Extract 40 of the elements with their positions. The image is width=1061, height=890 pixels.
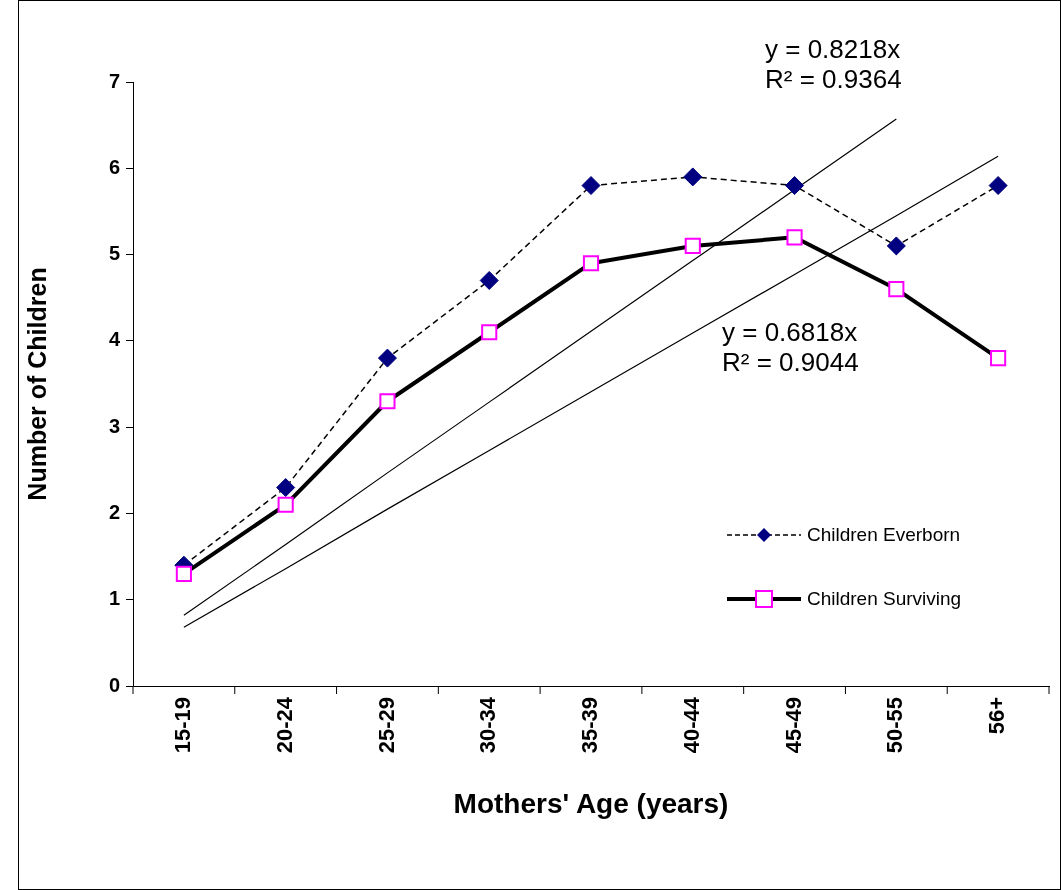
point [479, 270, 499, 290]
x-tick-label: 15-19 [169, 697, 195, 754]
y-tick-label: 4 [108, 328, 121, 351]
point [988, 176, 1008, 196]
legend-label: Children Everborn [807, 524, 961, 546]
x-tick-label: 56+ [984, 697, 1010, 735]
x-tick-label: 30-34 [475, 696, 501, 754]
x-axis-title: Mothers' Age (years) [453, 787, 729, 819]
point [276, 478, 296, 498]
y-tick-label: 5 [108, 242, 120, 265]
x-tick-label: 45-49 [780, 697, 806, 754]
point [786, 229, 803, 246]
point [888, 281, 905, 298]
legend-label: Children Surviving [807, 588, 962, 610]
annotation: y = 0.6818x R² = 0.9044 [722, 317, 859, 377]
x-tick-label: 35-39 [577, 697, 603, 754]
y-tick-label: 7 [108, 69, 120, 92]
y-tick-label: 0 [108, 673, 120, 696]
point [886, 236, 906, 256]
y-axis-title: Number of Children [22, 267, 51, 501]
point [683, 167, 703, 187]
point [684, 237, 701, 255]
y-tick-label: 3 [108, 414, 120, 437]
annotation: y = 0.8218x R² = 0.9364 [765, 34, 902, 94]
point [785, 176, 805, 196]
y-tick-label: 6 [108, 155, 120, 178]
point [990, 350, 1007, 367]
point [377, 348, 397, 368]
point [582, 255, 600, 272]
y-tick-label: 2 [108, 500, 120, 523]
x-tick-label: 20-24 [271, 696, 297, 754]
point [481, 324, 498, 341]
y-tick-label: 1 [108, 587, 120, 610]
x-tick-label: 25-29 [373, 697, 399, 754]
point [581, 176, 601, 196]
point [379, 393, 396, 410]
point [175, 565, 192, 582]
point [277, 496, 294, 513]
x-tick-label: 50-55 [882, 697, 908, 754]
x-tick-label: 40-44 [678, 696, 704, 754]
